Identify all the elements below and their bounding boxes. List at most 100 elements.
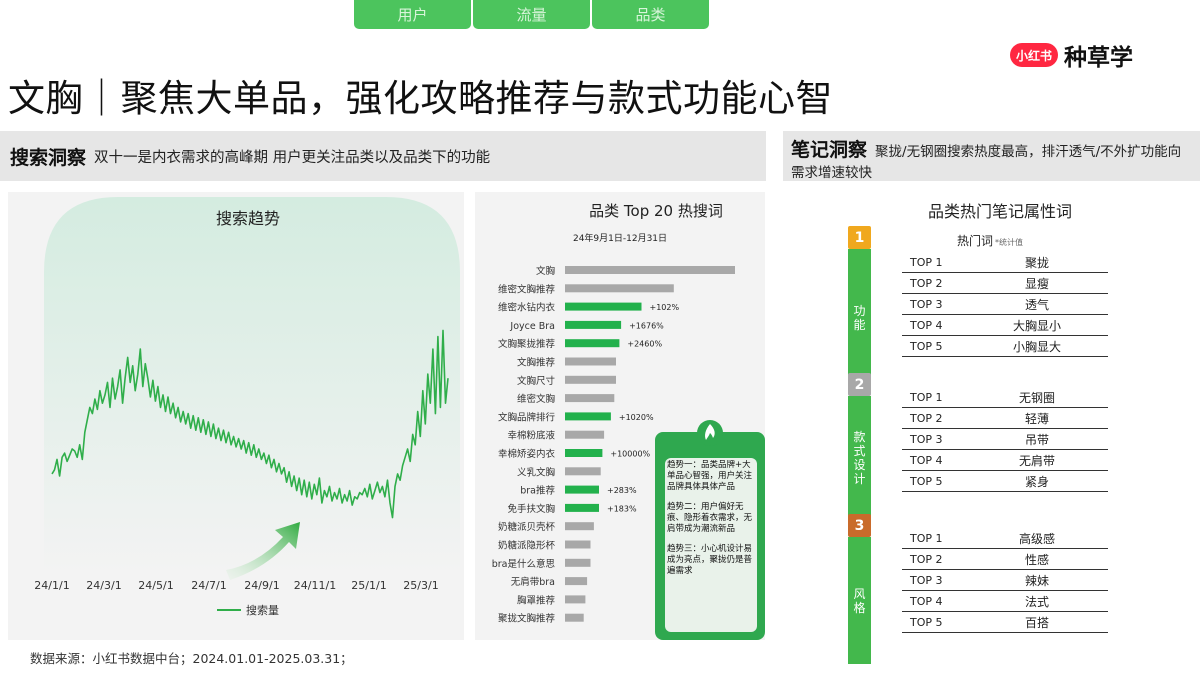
bar-category-label: 文胸聚拢推荐 [498,338,556,350]
attribute-rank: TOP 4 [910,318,943,332]
attribute-rank: TOP 4 [910,453,943,467]
attribute-rank: TOP 3 [910,297,943,311]
bar-category-label: 维密文胸 [517,393,555,405]
group-category-label: 功能 [848,249,871,386]
bar-mark [565,430,605,439]
attribute-row: TOP 3 透气 [902,294,1108,315]
attribute-word: 辣妹 [1024,573,1049,588]
data-source-footer: 数据来源：小红书数据中台；2024.01.01-2025.03.31； [30,651,353,666]
tab-user[interactable]: 用户 [354,0,471,29]
attribute-rank: TOP 1 [910,255,943,269]
bar-data-label: +1676% [629,321,664,330]
bar-mark [565,412,611,421]
group-category-label: 风格 [848,537,871,664]
top20-bar-chart: 品类 Top 20 热搜词 24年9月1日-12月31日 文胸维密文胸推荐维密水… [492,202,765,640]
bar-category-label: 维密水钻内衣 [498,302,556,314]
tab-traffic[interactable]: 流量 [473,0,590,29]
bar-mark [565,467,601,476]
attribute-rank: TOP 2 [910,276,943,290]
trend-legend: 搜索量 [217,603,279,617]
trend-title: 搜索趋势 [216,209,280,228]
bar-category-label: 幸棉粉底液 [507,430,555,442]
bar-mark [565,375,616,384]
bar-category-label: 无肩带bra [511,576,555,588]
bar-category-label: 幸棉矫姿内衣 [498,448,556,460]
attribute-rank: TOP 5 [910,474,943,488]
bar-category-label: 奶糖派隐形杯 [498,540,556,552]
bar-category-label: 聚拢文胸推荐 [498,613,556,625]
attribute-word: 百搭 [1024,615,1049,630]
bar-mark [565,522,594,531]
attributes-header-note: *统计值 [995,238,1024,247]
attribute-word: 透气 [1024,297,1049,312]
trend-x-tick: 24/5/1 [138,579,173,592]
top20-panel: 品类 Top 20 热搜词 24年9月1日-12月31日 文胸 维密文胸推荐 维密水… [475,192,765,640]
bar-mark [565,357,616,366]
bar-category-label: 免手扶文胸 [507,503,555,515]
trend-x-tick: 24/7/1 [191,579,226,592]
attribute-word: 无钢圈 [1018,390,1055,405]
trend-header-bg [44,197,460,572]
attribute-word: 吊带 [1024,432,1049,447]
attribute-row: TOP 2 轻薄 [902,408,1108,429]
group-number-badge: 2 [848,373,871,396]
attribute-word: 高级感 [1018,531,1055,546]
attribute-row: TOP 1 高级感 [902,528,1108,549]
attribute-word: 显瘦 [1024,276,1049,291]
attribute-rank: TOP 2 [910,552,943,566]
bar-mark [565,613,584,622]
bar-mark [565,577,588,586]
attribute-word: 小胸显大 [1012,339,1061,354]
bar-data-label: +1020% [619,413,654,422]
attribute-row: TOP 1 无钢圈 [902,387,1108,408]
trend-x-axis: 24/1/1 24/3/1 24/5/1 24/7/1 24/9/1 24/11/1 25/… [34,579,438,592]
bar-category-label: Joyce Bra [509,321,555,332]
bar-mark [565,266,735,274]
top20-subtitle: 24年9月1日-12月31日 [573,232,667,244]
bar-data-label: +183% [607,504,637,513]
group-number-badge: 3 [848,514,871,537]
callout-trend-3: 趋势三：小心机设计易成为亮点，聚拢仍是普遍需求 [667,544,753,576]
attribute-word: 大胸显小 [1012,318,1061,333]
group-number-badge: 1 [848,226,871,249]
bar-mark [565,449,603,457]
attribute-row: TOP 4 法式 [902,591,1108,612]
bar-category-label: 文胸尺寸 [517,375,556,387]
bar-mark [565,284,674,293]
attribute-rank: TOP 5 [910,615,943,629]
attribute-row: TOP 3 吊带 [902,429,1108,450]
callout-trend-1: 趋势一：品类品牌+大单品心智强，用户关注品牌具体具体产品 [667,460,753,492]
attribute-rank: TOP 2 [910,411,943,425]
bar-mark [565,339,620,348]
trend-x-tick: 25/1/1 [351,579,386,592]
tab-category[interactable]: 品类 [592,0,709,29]
trend-x-tick: 24/9/1 [244,579,279,592]
trend-x-tick: 24/1/1 [34,579,69,592]
bar-mark [565,320,622,329]
xiaohongshu-logo: 小红书 [1010,43,1059,67]
trend-callout: 趋势一：品类品牌+大单品心智强，用户关注品牌具体具体产品 趋势二：用户偏好无痕、… [655,420,765,640]
attributes-title: 品类热门笔记属性词 [928,202,1073,221]
attribute-row: TOP 4 大胸显小 [902,315,1108,336]
attribute-rank: TOP 1 [910,390,943,404]
bar-mark [565,485,599,494]
bar-data-label: +102% [650,303,680,312]
trend-x-tick: 25/3/1 [403,579,438,592]
attribute-word: 轻薄 [1024,411,1049,426]
attribute-row: TOP 1 聚拢 [902,252,1108,273]
attribute-row: TOP 5 小胸显大 [902,336,1108,357]
bar-data-label: +10000% [610,450,650,459]
attribute-row: TOP 4 无肩带 [902,450,1108,471]
trend-x-tick: 24/11/1 [294,579,336,592]
group-category-label: 款式设计 [848,396,871,519]
bar-data-label: +283% [607,486,637,495]
attribute-row: TOP 5 百搭 [902,612,1108,633]
trend-series-line [51,329,449,519]
flame-icon [705,424,715,440]
attribute-rank: TOP 1 [910,531,943,545]
bar-mark [565,558,591,567]
trend-x-tick: 24/3/1 [86,579,121,592]
bar-category-label: 文胸 [536,265,555,277]
brand: 小红书 种草学 [1010,38,1133,72]
bar-category-label: 义乳文胸 [517,466,555,478]
